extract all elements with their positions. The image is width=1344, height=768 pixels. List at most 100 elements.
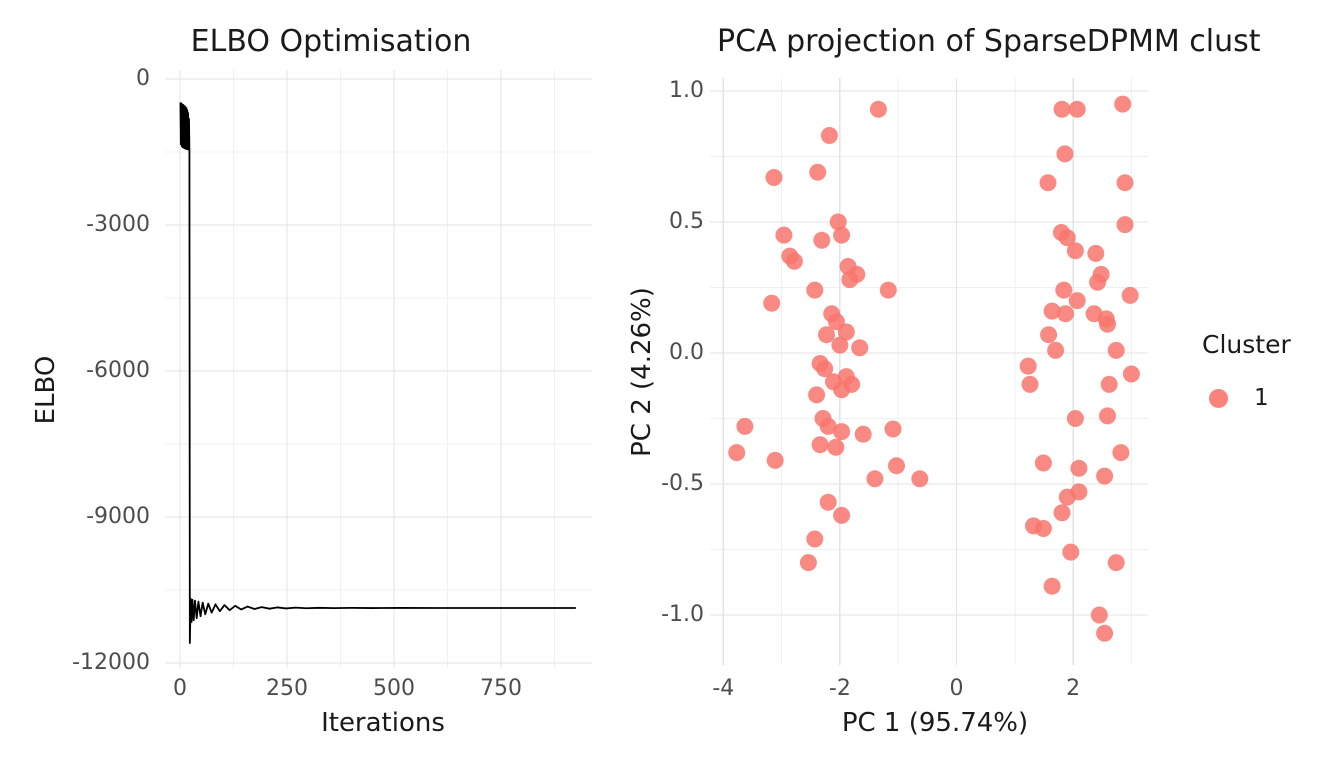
- scatter-point: [1039, 174, 1057, 192]
- scatter-point: [827, 438, 845, 456]
- scatter-point: [1034, 454, 1052, 472]
- scatter-point: [816, 360, 834, 378]
- scatter-point: [866, 470, 884, 488]
- scatter-point: [1066, 410, 1084, 427]
- scatter-point: [1099, 315, 1116, 333]
- scatter-point: [1053, 504, 1071, 522]
- scatter-point: [1087, 244, 1105, 262]
- x-tick-label: 250: [266, 676, 308, 701]
- pca-x-axis-title: PC 1 (95.74%): [841, 708, 1029, 738]
- scatter-point: [728, 444, 746, 462]
- scatter-point: [1058, 488, 1076, 506]
- scatter-point: [1056, 145, 1074, 163]
- scatter-point: [811, 436, 829, 454]
- scatter-point: [1122, 365, 1140, 383]
- scatter-point: [829, 213, 847, 231]
- scatter-point: [766, 451, 784, 469]
- scatter-point: [1116, 216, 1134, 234]
- scatter-point: [809, 163, 827, 181]
- cluster-1-swatch-icon: [1209, 388, 1228, 408]
- scatter-point: [1089, 273, 1107, 291]
- scatter-point: [1047, 341, 1065, 359]
- scatter-point: [884, 420, 902, 438]
- scatter-point: [818, 326, 835, 344]
- scatter-point: [765, 169, 783, 186]
- elbo-chart-title: ELBO Optimisation: [190, 24, 472, 59]
- scatter-point: [820, 127, 838, 144]
- scatter-point: [1112, 444, 1130, 462]
- scatter-point: [851, 339, 869, 357]
- scatter-point: [854, 425, 872, 443]
- elbo-x-axis-title: Iterations: [321, 708, 445, 738]
- scatter-point: [888, 457, 905, 475]
- x-tick-label: 0: [173, 676, 187, 701]
- scatter-point: [763, 294, 781, 312]
- scatter-point: [1043, 302, 1061, 320]
- scatter-point: [819, 417, 837, 435]
- y-tick-label: -1.0: [661, 602, 704, 627]
- y-tick-label: -9000: [86, 504, 150, 529]
- scatter-point: [813, 231, 831, 249]
- y-tick-label: 0.5: [669, 209, 704, 234]
- scatter-point: [1040, 326, 1058, 344]
- scatter-point: [831, 336, 849, 354]
- pca-plot-area: [710, 78, 1148, 665]
- y-tick-label: -3000: [86, 212, 150, 237]
- scatter-point: [1057, 305, 1074, 323]
- scatter-point: [1099, 407, 1116, 425]
- legend-title: Cluster: [1202, 330, 1291, 359]
- scatter-point: [1043, 577, 1061, 595]
- scatter-point: [808, 386, 826, 404]
- scatter-point: [1034, 520, 1052, 537]
- scatter-point: [1053, 100, 1071, 118]
- y-tick-label: -0.5: [661, 471, 704, 496]
- scatter-point: [1062, 543, 1080, 561]
- scatter-point: [785, 252, 803, 270]
- cluster-legend: Cluster 1: [1202, 330, 1291, 411]
- scatter-point: [1058, 229, 1076, 247]
- scatter-point: [806, 530, 824, 548]
- scatter-point: [1107, 341, 1125, 359]
- x-tick-label: 500: [373, 676, 415, 701]
- scatter-point: [775, 226, 793, 244]
- scatter-point: [833, 506, 851, 524]
- scatter-point: [1090, 606, 1108, 624]
- scatter-point: [837, 323, 855, 341]
- scatter-point: [1116, 174, 1134, 192]
- y-tick-label: -6000: [86, 358, 150, 383]
- elbo-plot-area: [165, 70, 592, 668]
- scatter-point: [1100, 375, 1118, 393]
- scatter-point: [833, 381, 851, 399]
- scatter-point: [1121, 286, 1139, 304]
- x-tick-label: -2: [828, 676, 851, 701]
- scatter-point: [869, 100, 887, 118]
- scatter-point: [879, 281, 897, 299]
- y-tick-label: 0.0: [669, 340, 704, 365]
- scatter-point: [1107, 554, 1125, 572]
- elbo-curve: [179, 102, 576, 644]
- scatter-point: [799, 554, 817, 572]
- scatter-point: [806, 281, 824, 299]
- scatter-point: [819, 493, 837, 511]
- scatter-point: [841, 271, 859, 289]
- y-tick-label: -12000: [72, 650, 150, 675]
- scatter-point: [1068, 100, 1086, 118]
- scatter-point: [833, 226, 851, 244]
- x-tick-label: -4: [712, 676, 735, 701]
- pca-y-axis-title: PC 2 (4.26%): [627, 287, 657, 457]
- scatter-point: [736, 417, 754, 435]
- scatter-point: [1096, 467, 1114, 485]
- y-tick-label: 1.0: [669, 78, 704, 103]
- scatter-point: [1055, 281, 1073, 299]
- legend-item-label: 1: [1254, 385, 1269, 411]
- legend-item-cluster-1: 1: [1209, 385, 1291, 411]
- pca-chart-title: PCA projection of SparseDPMM clust: [717, 24, 1261, 59]
- scatter-point: [1068, 292, 1086, 310]
- scatter-point: [1066, 242, 1084, 260]
- x-tick-label: 750: [480, 676, 522, 701]
- scatter-point: [911, 470, 929, 488]
- scatter-point: [1070, 459, 1088, 477]
